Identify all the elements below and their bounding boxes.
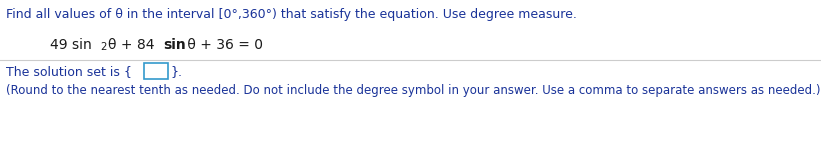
Text: θ + 84: θ + 84 xyxy=(108,38,159,52)
Text: The solution set is {: The solution set is { xyxy=(6,65,132,78)
Text: }.: }. xyxy=(170,65,182,78)
Text: 2: 2 xyxy=(100,42,107,52)
Text: 49 sin: 49 sin xyxy=(50,38,92,52)
Text: (Round to the nearest tenth as needed. Do not include the degree symbol in your : (Round to the nearest tenth as needed. D… xyxy=(6,84,820,97)
Text: sin: sin xyxy=(163,38,186,52)
Text: Find all values of θ in the interval [0°,360°) that satisfy the equation. Use de: Find all values of θ in the interval [0°… xyxy=(6,8,577,21)
FancyBboxPatch shape xyxy=(144,63,168,79)
Text: θ + 36 = 0: θ + 36 = 0 xyxy=(183,38,263,52)
